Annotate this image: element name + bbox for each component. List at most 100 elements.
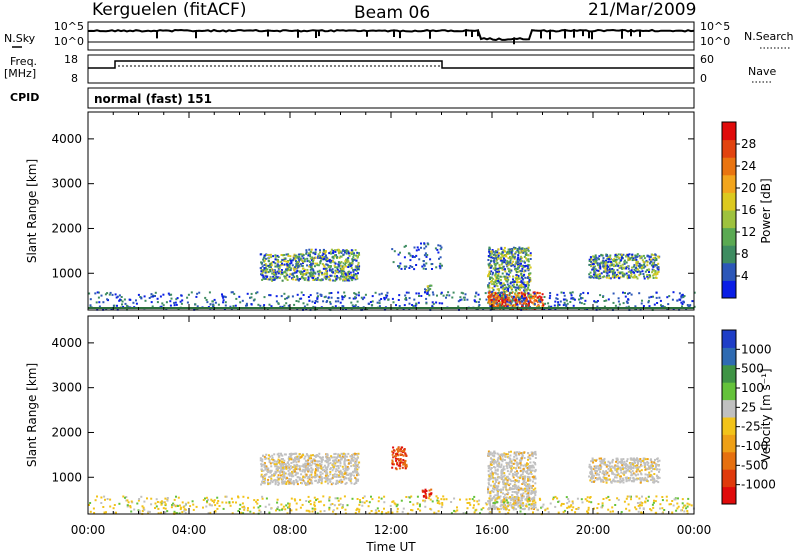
echo-cell xyxy=(617,264,620,267)
echo-cell xyxy=(610,268,612,271)
echo-cell xyxy=(116,304,118,307)
echo-cell xyxy=(241,502,244,505)
echo-cell xyxy=(293,470,296,473)
echo-cell xyxy=(642,457,645,460)
echo-cell xyxy=(597,269,600,272)
echo-cell xyxy=(260,483,263,486)
echo-cell xyxy=(634,478,637,481)
echo-cell xyxy=(282,465,285,467)
echo-cell xyxy=(322,252,325,255)
echo-cell xyxy=(274,480,277,483)
echo-cell xyxy=(612,270,615,273)
echo-cell xyxy=(626,301,629,304)
echo-cell xyxy=(229,305,232,308)
echo-cell xyxy=(341,308,344,311)
echo-cell xyxy=(506,481,509,484)
cpid-label: CPID xyxy=(10,91,39,104)
echo-cell xyxy=(283,482,285,485)
echo-cell xyxy=(656,457,659,460)
echo-cell xyxy=(607,265,610,268)
echo-cell xyxy=(282,466,284,469)
echo-cell xyxy=(633,465,636,468)
echo-cell xyxy=(328,499,331,502)
echo-cell xyxy=(344,457,346,460)
echo-cell xyxy=(337,297,340,300)
echo-cell xyxy=(523,483,526,486)
echo-cell xyxy=(649,474,652,477)
echo-cell xyxy=(345,473,348,476)
echo-cell xyxy=(259,304,262,307)
echo-cell xyxy=(491,459,494,462)
echo-cell xyxy=(492,250,495,253)
echo-cell xyxy=(250,296,253,299)
echo-cell xyxy=(493,301,496,304)
echo-cell xyxy=(532,302,535,305)
echo-cell xyxy=(511,474,514,477)
echo-cell xyxy=(493,299,496,302)
echo-cell xyxy=(654,256,657,259)
echo-cell xyxy=(505,263,508,266)
echo-cell xyxy=(500,459,503,462)
echo-cell xyxy=(264,257,267,260)
echo-cell xyxy=(334,470,337,473)
echo-cell xyxy=(516,292,519,295)
echo-cell xyxy=(211,300,214,303)
echo-cell xyxy=(333,453,336,456)
echo-cell xyxy=(506,260,509,263)
echo-cell xyxy=(100,294,103,297)
echo-cell xyxy=(342,279,345,282)
echo-cell xyxy=(340,251,343,254)
echo-cell xyxy=(511,281,514,284)
echo-cell xyxy=(340,457,343,460)
echo-cell xyxy=(646,473,649,476)
echo-cell xyxy=(671,298,674,301)
echo-cell xyxy=(423,263,426,266)
echo-cell xyxy=(202,506,204,509)
echo-cell xyxy=(615,258,618,261)
echo-cell xyxy=(343,291,346,294)
echo-cell xyxy=(333,255,336,258)
echo-cell xyxy=(357,478,360,481)
echo-cell xyxy=(530,473,533,475)
echo-cell xyxy=(325,477,328,479)
colorbar-swatch xyxy=(722,245,736,264)
echo-cell xyxy=(305,462,308,465)
echo-cell xyxy=(515,269,517,272)
echo-cell xyxy=(346,258,349,261)
echo-cell xyxy=(302,254,305,257)
echo-cell xyxy=(562,298,565,301)
echo-cell xyxy=(304,469,307,472)
echo-cell xyxy=(533,292,536,295)
echo-cell xyxy=(380,298,383,300)
echo-cell xyxy=(397,299,400,301)
echo-cell xyxy=(342,452,345,455)
echo-cell xyxy=(282,468,285,471)
echo-cell xyxy=(324,466,327,469)
echo-cell xyxy=(341,298,344,301)
echo-cell xyxy=(623,460,626,463)
echo-cell xyxy=(413,268,416,271)
echo-cell xyxy=(301,465,304,468)
echo-cell xyxy=(571,297,574,299)
echo-cell xyxy=(630,480,633,482)
echo-cell xyxy=(427,289,430,292)
echo-cell xyxy=(488,297,491,300)
echo-cell xyxy=(594,274,597,277)
echo-cell xyxy=(288,453,291,456)
echo-cell xyxy=(314,256,317,259)
echo-cell xyxy=(655,291,658,294)
echo-cell xyxy=(650,260,653,263)
echo-cell xyxy=(625,462,628,465)
echo-cell xyxy=(274,277,277,280)
echo-cell xyxy=(303,465,306,468)
echo-cell xyxy=(303,260,306,263)
echo-cell xyxy=(517,452,520,455)
echo-cell xyxy=(266,470,269,473)
echo-cell xyxy=(400,448,402,451)
echo-cell xyxy=(350,264,353,267)
echo-cell xyxy=(507,248,510,251)
echo-cell xyxy=(408,302,411,305)
echo-cell xyxy=(652,295,654,298)
echo-cell xyxy=(280,465,283,467)
echo-cell xyxy=(541,293,544,296)
